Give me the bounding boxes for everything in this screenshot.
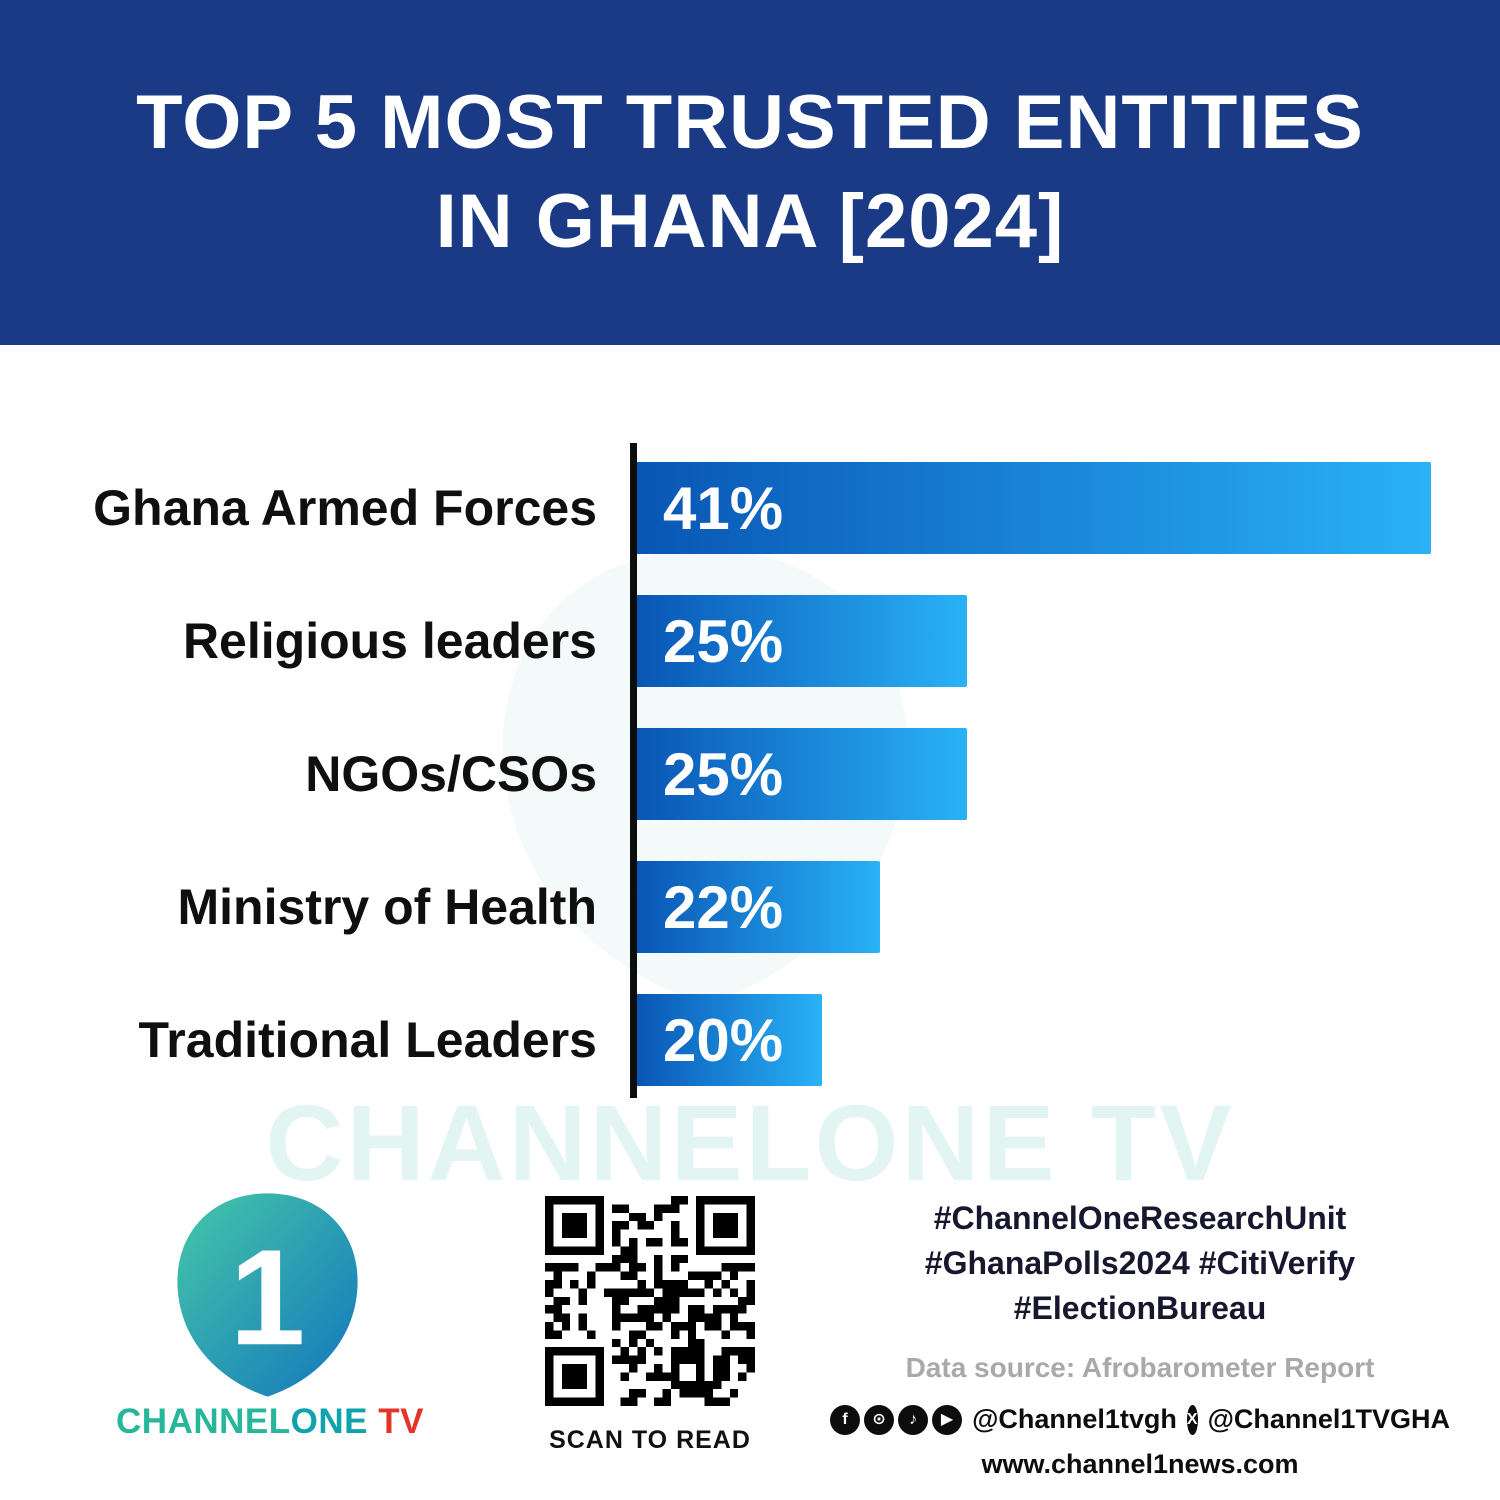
bar-row: Traditional Leaders 20%	[0, 994, 1500, 1086]
data-source: Data source: Afrobarometer Report	[905, 1352, 1375, 1384]
chart-axis	[630, 443, 637, 1098]
logo-numeral: 1	[230, 1221, 306, 1373]
x-icon: X	[1186, 1404, 1198, 1435]
qr-caption: SCAN TO READ	[549, 1426, 751, 1454]
social-row: f ⊙ ♪ ▶ @Channel1tvgh X @Channel1TVGHA	[830, 1404, 1450, 1435]
hashtag-line-2: #GhanaPolls2024 #CitiVerify	[924, 1244, 1356, 1281]
bar-row: Ministry of Health 22%	[0, 861, 1500, 953]
bar-value: 41%	[663, 474, 784, 542]
page-title-line2: IN GHANA [2024]	[435, 178, 1065, 264]
bar: 41%	[637, 462, 1431, 554]
brand-watermark: CHANNELONE TV	[265, 1082, 1235, 1203]
bar-label: Religious leaders	[182, 613, 597, 669]
bar: 25%	[637, 595, 967, 687]
bar: 22%	[637, 861, 880, 953]
footer-info: #ChannelOneResearchUnit #GhanaPolls2024 …	[830, 1196, 1450, 1480]
bar-row: Ghana Armed Forces 41%	[0, 462, 1500, 554]
bar-label: Ministry of Health	[177, 879, 597, 935]
social-icons: f ⊙ ♪ ▶	[830, 1404, 963, 1435]
bar-row: Religious leaders 25%	[0, 595, 1500, 687]
page-title-line1: TOP 5 MOST TRUSTED ENTITIES	[136, 79, 1364, 165]
bar-value: 22%	[663, 873, 784, 941]
website-url: www.channel1news.com	[981, 1449, 1299, 1480]
tiktok-icon: ♪	[898, 1404, 929, 1435]
bar-row: NGOs/CSOs 25%	[0, 728, 1500, 820]
banner: TOP 5 MOST TRUSTED ENTITIES IN GHANA [20…	[0, 0, 1500, 345]
social-handle-1: @Channel1tvgh	[972, 1404, 1177, 1435]
facebook-icon: f	[830, 1404, 861, 1435]
hashtag-line-3: #ElectionBureau	[1013, 1289, 1267, 1326]
channel-one-logo-icon: 1	[177, 1193, 358, 1397]
bar-label: NGOs/CSOs	[305, 746, 597, 802]
social-handle-2: @Channel1TVGHA	[1207, 1404, 1450, 1435]
instagram-icon: ⊙	[864, 1404, 895, 1435]
bar-label: Ghana Armed Forces	[93, 480, 597, 536]
bar: 20%	[637, 994, 822, 1086]
logo-wordmark-one: ONE	[290, 1402, 368, 1441]
bar-label: Traditional Leaders	[138, 1012, 597, 1068]
bar-value: 20%	[663, 1006, 784, 1074]
hashtag-line-1: #ChannelOneResearchUnit	[933, 1200, 1347, 1236]
bar-value: 25%	[663, 607, 784, 675]
youtube-icon: ▶	[932, 1404, 963, 1435]
logo-wordmark-channel: CHANNEL	[116, 1402, 291, 1441]
bar-rows: Ghana Armed Forces 41% Religious leaders…	[0, 462, 1500, 1086]
bar-value: 25%	[663, 740, 784, 808]
qr-code	[545, 1196, 755, 1406]
logo-wordmark-tv: TV	[368, 1402, 424, 1441]
bar-chart: Ghana Armed Forces 41% Religious leaders…	[0, 443, 1500, 1098]
bar: 25%	[637, 728, 967, 820]
logo-wordmark: CHANNELONE TV	[100, 1402, 440, 1442]
